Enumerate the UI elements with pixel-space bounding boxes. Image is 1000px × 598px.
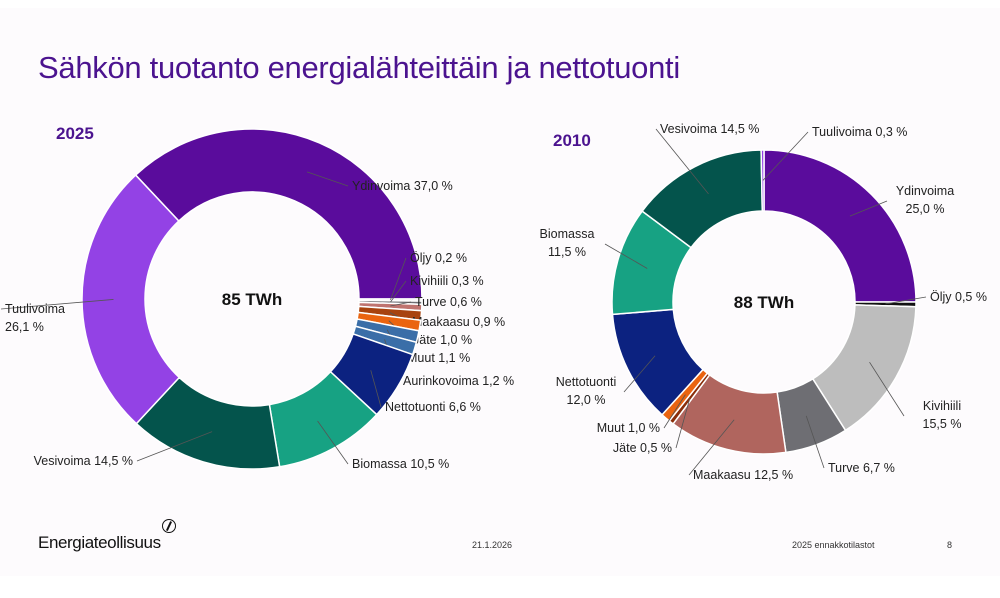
page-number: 8 [947, 540, 953, 550]
data-label-maakaasu: Maakaasu 12,5 % [693, 468, 793, 482]
slice-ydinvoima [763, 149, 917, 303]
leader-line-maakaasu [688, 419, 735, 476]
data-label-muut: Muut 1,0 % [597, 421, 660, 435]
data-label-oljy: Öljy 0,5 % [930, 290, 987, 304]
leader-line-vesivoima [136, 431, 213, 462]
donut-chart-2010: Ydinvoima 25,0 % Öljy 0,5 % Kivihiili 15,5 %… [540, 122, 987, 482]
leader-line-nettotuonti [370, 370, 382, 408]
donut-chart-2025: Ydinvoima 37,0 % Öljy 0,2 % Kivihiili 0,3 … [0, 128, 514, 471]
leader-line-oljy [390, 257, 407, 301]
data-label-maakaasu: Maakaasu 0,9 % [412, 315, 505, 329]
data-label-biomassa: Biomassa 11,5 % [540, 227, 595, 259]
leader-line-muut [663, 394, 686, 429]
data-label-muut: Muut 1,1 % [407, 351, 470, 365]
data-label-biomassa: Biomassa 10,5 % [352, 457, 449, 471]
data-label-turve: Turve 6,7 % [828, 461, 895, 475]
leader-line-nettotuonti [623, 355, 656, 393]
data-label-jate: Jäte 0,5 % [613, 441, 672, 455]
leader-line-biomassa [317, 420, 349, 465]
data-label-nettotuonti: Nettotuonti 12,0 % [556, 375, 616, 407]
data-label-kivihiili: Kivihiili 15,5 % [923, 399, 962, 431]
data-label-aurinkovoima: Aurinkovoima 1,2 % [403, 374, 514, 388]
slide [0, 8, 1000, 576]
leader-line-ydinvoima [306, 171, 349, 187]
company-logo: Energiateollisuus [38, 533, 161, 552]
leader-line-oljy [885, 296, 927, 305]
leader-line-kivihiili [869, 361, 905, 417]
data-label-ydinvoima: Ydinvoima 25,0 % [896, 184, 954, 216]
data-label-vesivoima: Vesivoima 14,5 % [660, 122, 759, 136]
leader-line-tuulivoima [762, 131, 809, 181]
leader-line-tuulivoima [0, 299, 114, 310]
data-label-nettotuonti: Nettotuonti 6,6 % [385, 400, 481, 414]
leader-line-turve [805, 415, 825, 469]
leader-line-turve [390, 301, 412, 307]
data-label-oljy: Öljy 0,2 % [410, 251, 467, 265]
leader-line-ydinvoima [849, 200, 888, 217]
data-label-kivihiili: Kivihiili 0,3 % [410, 274, 484, 288]
leader-line-vesivoima [655, 128, 709, 195]
data-label-vesivoima: Vesivoima 14,5 % [34, 454, 133, 468]
data-label-ydinvoima: Ydinvoima 37,0 % [352, 179, 453, 193]
center-label-2025: 85 TWh [222, 290, 282, 309]
footer-source: 2025 ennakkotilastot [792, 540, 875, 550]
logo-mark-icon [162, 519, 176, 533]
slice-tuulivoima [760, 149, 765, 212]
data-label-turve: Turve 0,6 % [415, 295, 482, 309]
leader-line-biomassa [604, 243, 648, 269]
leader-line-kivihiili [390, 280, 407, 303]
slice-tuulivoima [81, 174, 181, 425]
chart-title-2010: 2010 [553, 131, 591, 150]
slide-title: Sähkön tuotanto energialähteittäin ja ne… [38, 50, 680, 85]
leader-line-jate [675, 398, 691, 449]
chart-title-2025: 2025 [56, 124, 94, 143]
footer-date: 21.1.2026 [472, 540, 513, 550]
center-label-2010: 88 TWh [734, 293, 794, 312]
data-label-jate: Jäte 1,0 % [413, 333, 472, 347]
data-label-tuulivoima: Tuulivoima 0,3 % [812, 125, 907, 139]
data-label-tuulivoima: Tuulivoima 26,1 % [5, 302, 65, 334]
slice-ydinvoima [134, 128, 423, 300]
